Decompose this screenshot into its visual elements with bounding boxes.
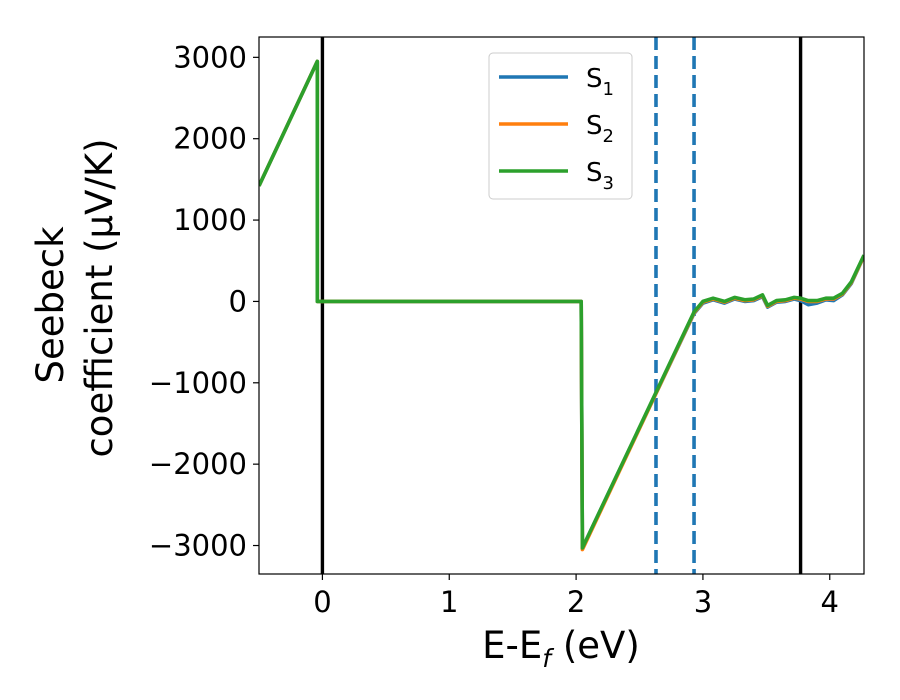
x-axis: 0 1 2 3 4 [313, 574, 839, 619]
x-tick-label: 0 [313, 585, 331, 619]
legend-label-s3: S3 [586, 158, 614, 194]
y-tick-label: 0 [229, 284, 247, 318]
plot-frame [258, 36, 865, 575]
y-tick-label: −1000 [149, 366, 247, 400]
x-tick-label: 2 [567, 585, 585, 619]
y-tick-label: 2000 [173, 122, 247, 156]
y-tick-label: −2000 [149, 447, 247, 481]
y-axis: −3000 −2000 −1000 0 1000 2000 3000 [149, 40, 259, 563]
y-tick-label: 1000 [173, 203, 247, 237]
x-axis-title: E-Ef (eV) [482, 624, 640, 673]
legend-label-s2: S2 [586, 111, 614, 147]
vertical-reference-lines [320, 37, 803, 574]
y-tick-label: 3000 [173, 40, 247, 74]
x-tick-label: 3 [694, 585, 712, 619]
x-tick-label: 4 [821, 585, 839, 619]
series-line-s3 [259, 59, 864, 550]
series-lines [259, 59, 864, 552]
legend: S1 S2 S3 [488, 52, 633, 200]
y-tick-label: −3000 [149, 529, 247, 563]
y-axis-title-line-1: Seebeck [29, 226, 72, 384]
legend-label-s1: S1 [586, 64, 614, 100]
legend-frame [488, 52, 633, 200]
x-tick-label: 1 [440, 585, 458, 619]
y-axis-title-line-2: coefficient (μV/K) [78, 138, 121, 457]
